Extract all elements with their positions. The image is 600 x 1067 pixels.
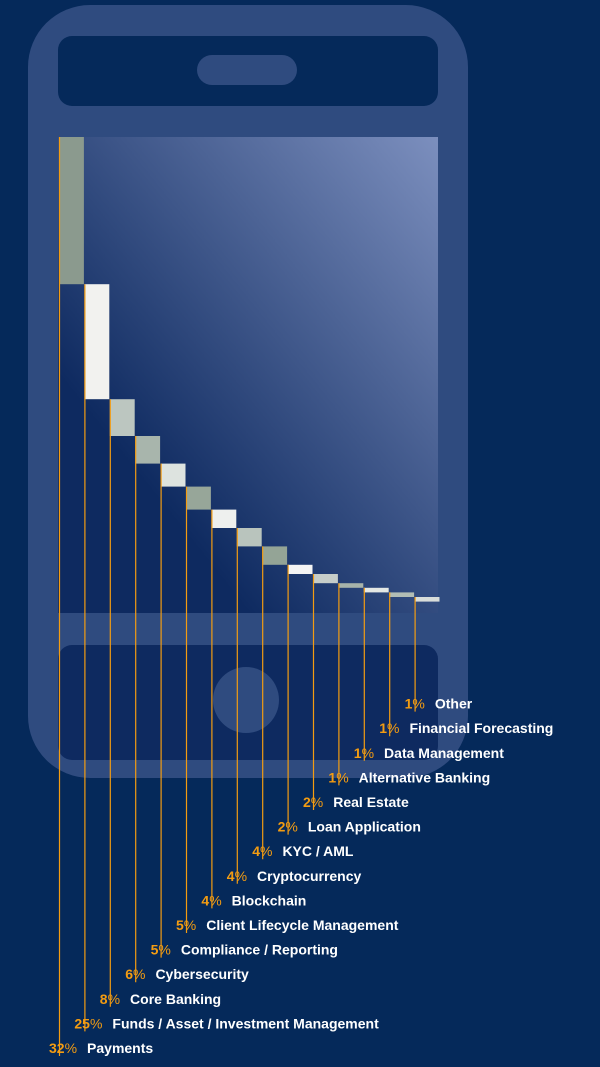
category-label-7: Cryptocurrency [257, 868, 361, 884]
category-label-11: Alternative Banking [359, 769, 490, 785]
data-label-9: 2% Loan Application [278, 819, 421, 835]
bar-3 [135, 436, 161, 464]
unit-label-6: % [209, 892, 221, 908]
value-label-4: 5 [151, 942, 159, 958]
value-label-11: 1 [328, 769, 336, 785]
data-label-1: 25% Funds / Asset / Investment Management [74, 1015, 379, 1031]
bar-14 [414, 597, 440, 602]
unit-label-12: % [362, 745, 374, 761]
speaker-slot-icon [197, 55, 297, 85]
leader-lines-group [58, 137, 416, 1056]
data-label-3: 6% Cybersecurity [125, 966, 249, 982]
unit-label-1: % [90, 1015, 102, 1031]
bar-8 [262, 546, 288, 565]
unit-label-10: % [311, 794, 323, 810]
category-label-2: Core Banking [130, 991, 221, 1007]
value-label-13: 1 [379, 720, 387, 736]
bar-7 [236, 528, 262, 547]
unit-label-11: % [336, 769, 348, 785]
value-label-8: 4 [252, 843, 260, 859]
unit-label-8: % [260, 843, 272, 859]
unit-label-5: % [184, 917, 196, 933]
unit-label-3: % [133, 966, 145, 982]
unit-label-14: % [412, 696, 424, 712]
bar-9 [287, 564, 313, 574]
category-label-5: Client Lifecycle Management [206, 917, 399, 933]
unit-label-0: % [65, 1040, 77, 1056]
data-label-12: 1% Data Management [354, 745, 504, 761]
value-label-0: 32 [49, 1040, 65, 1056]
category-label-3: Cybersecurity [155, 966, 249, 982]
value-label-10: 2 [303, 794, 311, 810]
bar-4 [160, 463, 186, 487]
value-label-6: 4 [201, 892, 209, 908]
value-label-1: 25 [74, 1015, 90, 1031]
bar-2 [109, 399, 135, 436]
data-label-0: 32% Payments [49, 1040, 153, 1056]
bars-group [59, 137, 440, 602]
unit-label-13: % [387, 720, 399, 736]
data-label-13: 1% Financial Forecasting [379, 720, 553, 736]
category-label-0: Payments [87, 1040, 153, 1056]
data-label-14: 1% Other [405, 696, 473, 712]
category-label-14: Other [435, 696, 473, 712]
bar-13 [389, 592, 415, 597]
category-label-1: Funds / Asset / Investment Management [112, 1015, 379, 1031]
value-label-14: 1 [405, 696, 413, 712]
data-label-5: 5% Client Lifecycle Management [176, 917, 399, 933]
value-label-9: 2 [278, 819, 286, 835]
bar-12 [363, 587, 389, 593]
value-label-12: 1 [354, 745, 362, 761]
bar-11 [338, 583, 364, 588]
bar-0 [59, 137, 84, 285]
category-label-9: Loan Application [308, 819, 421, 835]
data-label-6: 4% Blockchain [201, 892, 306, 908]
value-label-7: 4 [227, 868, 235, 884]
data-label-7: 4% Cryptocurrency [227, 868, 362, 884]
bar-5 [186, 486, 211, 510]
value-label-3: 6 [125, 966, 133, 982]
home-button-icon [213, 667, 279, 733]
phone-screen-strip [58, 613, 438, 645]
data-label-8: 4% KYC / AML [252, 843, 354, 859]
unit-label-9: % [285, 819, 297, 835]
bar-10 [313, 574, 338, 584]
smartphone-icon [28, 5, 468, 778]
unit-label-2: % [108, 991, 120, 1007]
data-label-2: 8% Core Banking [100, 991, 221, 1007]
data-label-11: 1% Alternative Banking [328, 769, 490, 785]
data-label-4: 5% Compliance / Reporting [151, 942, 338, 958]
category-label-6: Blockchain [232, 892, 307, 908]
category-label-4: Compliance / Reporting [181, 942, 338, 958]
category-label-13: Financial Forecasting [409, 720, 553, 736]
bar-1 [84, 284, 110, 400]
bar-6 [211, 509, 237, 528]
value-label-5: 5 [176, 917, 184, 933]
data-label-10: 2% Real Estate [303, 794, 409, 810]
category-label-8: KYC / AML [282, 843, 353, 859]
value-label-2: 8 [100, 991, 108, 1007]
unit-label-4: % [158, 942, 170, 958]
category-label-10: Real Estate [333, 794, 409, 810]
unit-label-7: % [235, 868, 247, 884]
category-label-12: Data Management [384, 745, 504, 761]
